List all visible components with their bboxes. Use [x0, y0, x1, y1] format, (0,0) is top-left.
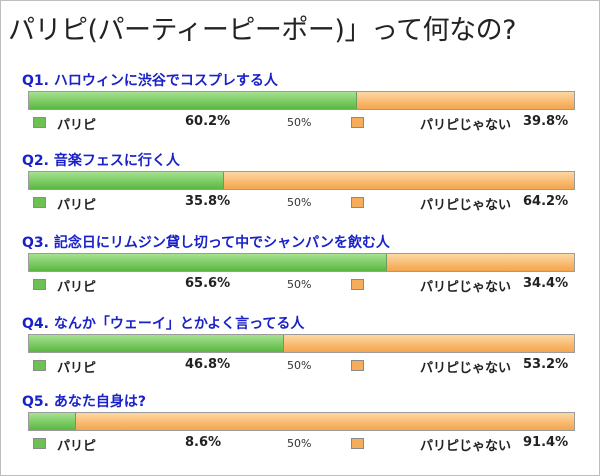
midpoint-label: 50% [287, 437, 312, 450]
midpoint-label: 50% [287, 278, 312, 291]
legend-swatch-paripi [33, 360, 46, 371]
legend-label-paripi: パリピ [57, 361, 97, 376]
value-label-not-paripi: 91.4% [523, 435, 569, 450]
legend-swatch-paripi [33, 197, 46, 208]
legend-label-not-paripi: パリピじゃない [420, 198, 512, 213]
value-label-not-paripi: 34.4% [523, 276, 569, 291]
legend-row: パリピ 65.6% 50% パリピじゃない 34.4% [0, 275, 600, 295]
bar-segment-not-paripi [284, 335, 574, 352]
legend-row: パリピ 60.2% 50% パリピじゃない 39.8% [0, 113, 600, 133]
question-3: Q3. 記念日にリムジン貸し切って中でシャンパンを飲む人 パリピ 65.6% 50% パ… [0, 232, 600, 312]
legend-swatch-not-paripi [351, 360, 364, 371]
bar-segment-paripi [29, 254, 387, 271]
stacked-bar [28, 334, 575, 353]
question-label: Q2. 音楽フェスに行く人 [22, 153, 180, 169]
legend-swatch-not-paripi [351, 279, 364, 290]
value-label-paripi: 8.6% [185, 435, 222, 450]
question-2: Q2. 音楽フェスに行く人パリピ 35.8% 50% パリピじゃない 64.2% [0, 150, 600, 230]
value-label-paripi: 65.6% [185, 276, 231, 291]
legend-swatch-not-paripi [351, 197, 364, 208]
legend-label-not-paripi: パリピじゃない [420, 439, 512, 454]
bar-segment-not-paripi [357, 92, 574, 109]
legend-swatch-paripi [33, 438, 46, 449]
bar-segment-not-paripi [387, 254, 574, 271]
legend-swatch-paripi [33, 279, 46, 290]
midpoint-label: 50% [287, 359, 312, 372]
legend-label-paripi: パリピ [57, 118, 97, 133]
stacked-bar [28, 412, 575, 431]
legend-label-paripi: パリピ [57, 439, 97, 454]
legend-label-paripi: パリピ [57, 198, 97, 213]
question-1: Q1. ハロウィンに渋谷でコスプレする人パリピ 60.2% 50% パリピじゃない 39… [0, 70, 600, 150]
stacked-bar [28, 253, 575, 272]
legend-label-not-paripi: パリピじゃない [420, 280, 512, 295]
bar-segment-not-paripi [76, 413, 574, 430]
stacked-bar [28, 171, 575, 190]
bar-segment-paripi [29, 92, 357, 109]
value-label-not-paripi: 64.2% [523, 194, 569, 209]
legend-swatch-not-paripi [351, 117, 364, 128]
legend-swatch-not-paripi [351, 438, 364, 449]
page-title: パリピ(パーティーピーポー)」って何なの? [8, 15, 516, 46]
legend-swatch-paripi [33, 117, 46, 128]
stacked-bar [28, 91, 575, 110]
value-label-paripi: 60.2% [185, 114, 231, 129]
midpoint-label: 50% [287, 196, 312, 209]
legend-label-not-paripi: パリピじゃない [420, 118, 512, 133]
value-label-not-paripi: 53.2% [523, 357, 569, 372]
question-5: Q5. あなた自身は? パリピ 8.6% 50% パリピじゃない 91.4% [0, 391, 600, 471]
value-label-paripi: 35.8% [185, 194, 231, 209]
legend-row: パリピ 8.6% 50% パリピじゃない 91.4% [0, 434, 600, 454]
bar-segment-not-paripi [224, 172, 574, 189]
legend-row: パリピ 46.8% 50% パリピじゃない 53.2% [0, 356, 600, 376]
legend-label-paripi: パリピ [57, 280, 97, 295]
legend-row: パリピ 35.8% 50% パリピじゃない 64.2% [0, 193, 600, 213]
question-label: Q3. 記念日にリムジン貸し切って中でシャンパンを飲む人 [22, 235, 390, 251]
question-4: Q4. なんか「ウェーイ」とかよく言ってる人パリピ 46.8% 50% パリピじゃない… [0, 313, 600, 393]
midpoint-label: 50% [287, 116, 312, 129]
question-label: Q5. あなた自身は? [22, 394, 146, 410]
bar-segment-paripi [29, 172, 224, 189]
value-label-not-paripi: 39.8% [523, 114, 569, 129]
bar-segment-paripi [29, 335, 284, 352]
value-label-paripi: 46.8% [185, 357, 231, 372]
question-label: Q4. なんか「ウェーイ」とかよく言ってる人 [22, 316, 305, 332]
question-label: Q1. ハロウィンに渋谷でコスプレする人 [22, 73, 278, 89]
legend-label-not-paripi: パリピじゃない [420, 361, 512, 376]
bar-segment-paripi [29, 413, 76, 430]
